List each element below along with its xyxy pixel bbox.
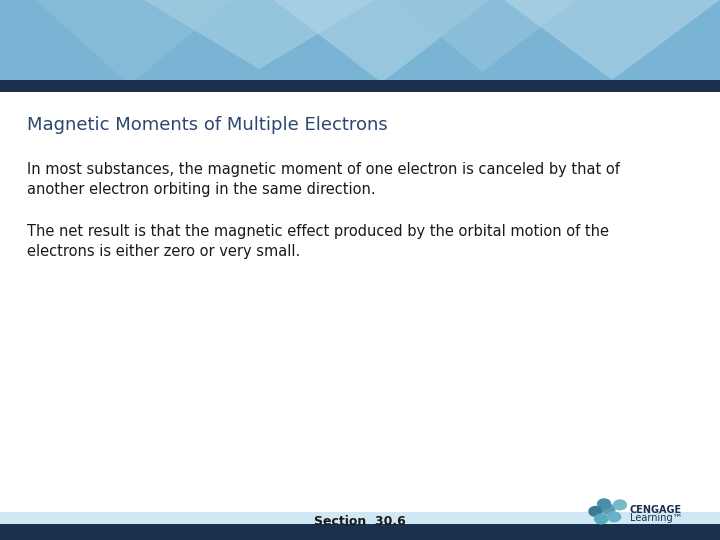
Text: CENGAGE: CENGAGE: [630, 505, 682, 515]
Polygon shape: [504, 0, 720, 80]
Bar: [0, 524, 720, 540]
Polygon shape: [396, 0, 576, 72]
Text: In most substances, the magnetic moment of one electron is canceled by that of
a: In most substances, the magnetic moment …: [27, 162, 620, 197]
Circle shape: [608, 512, 621, 522]
Bar: [0, 512, 720, 524]
Bar: [0, 0, 720, 80]
Bar: [0, 92, 720, 512]
Text: Section  30.6: Section 30.6: [314, 515, 406, 528]
Circle shape: [613, 500, 626, 510]
Polygon shape: [274, 0, 490, 83]
Text: The net result is that the magnetic effect produced by the orbital motion of the: The net result is that the magnetic effe…: [27, 224, 609, 259]
Circle shape: [602, 504, 615, 514]
Polygon shape: [36, 0, 230, 85]
Circle shape: [598, 499, 611, 509]
Text: Learning™: Learning™: [630, 514, 683, 523]
Text: Magnetic Moments of Multiple Electrons: Magnetic Moments of Multiple Electrons: [27, 116, 388, 134]
Circle shape: [595, 514, 608, 524]
Polygon shape: [144, 0, 374, 69]
Bar: [0, 80, 720, 92]
Circle shape: [589, 507, 602, 516]
